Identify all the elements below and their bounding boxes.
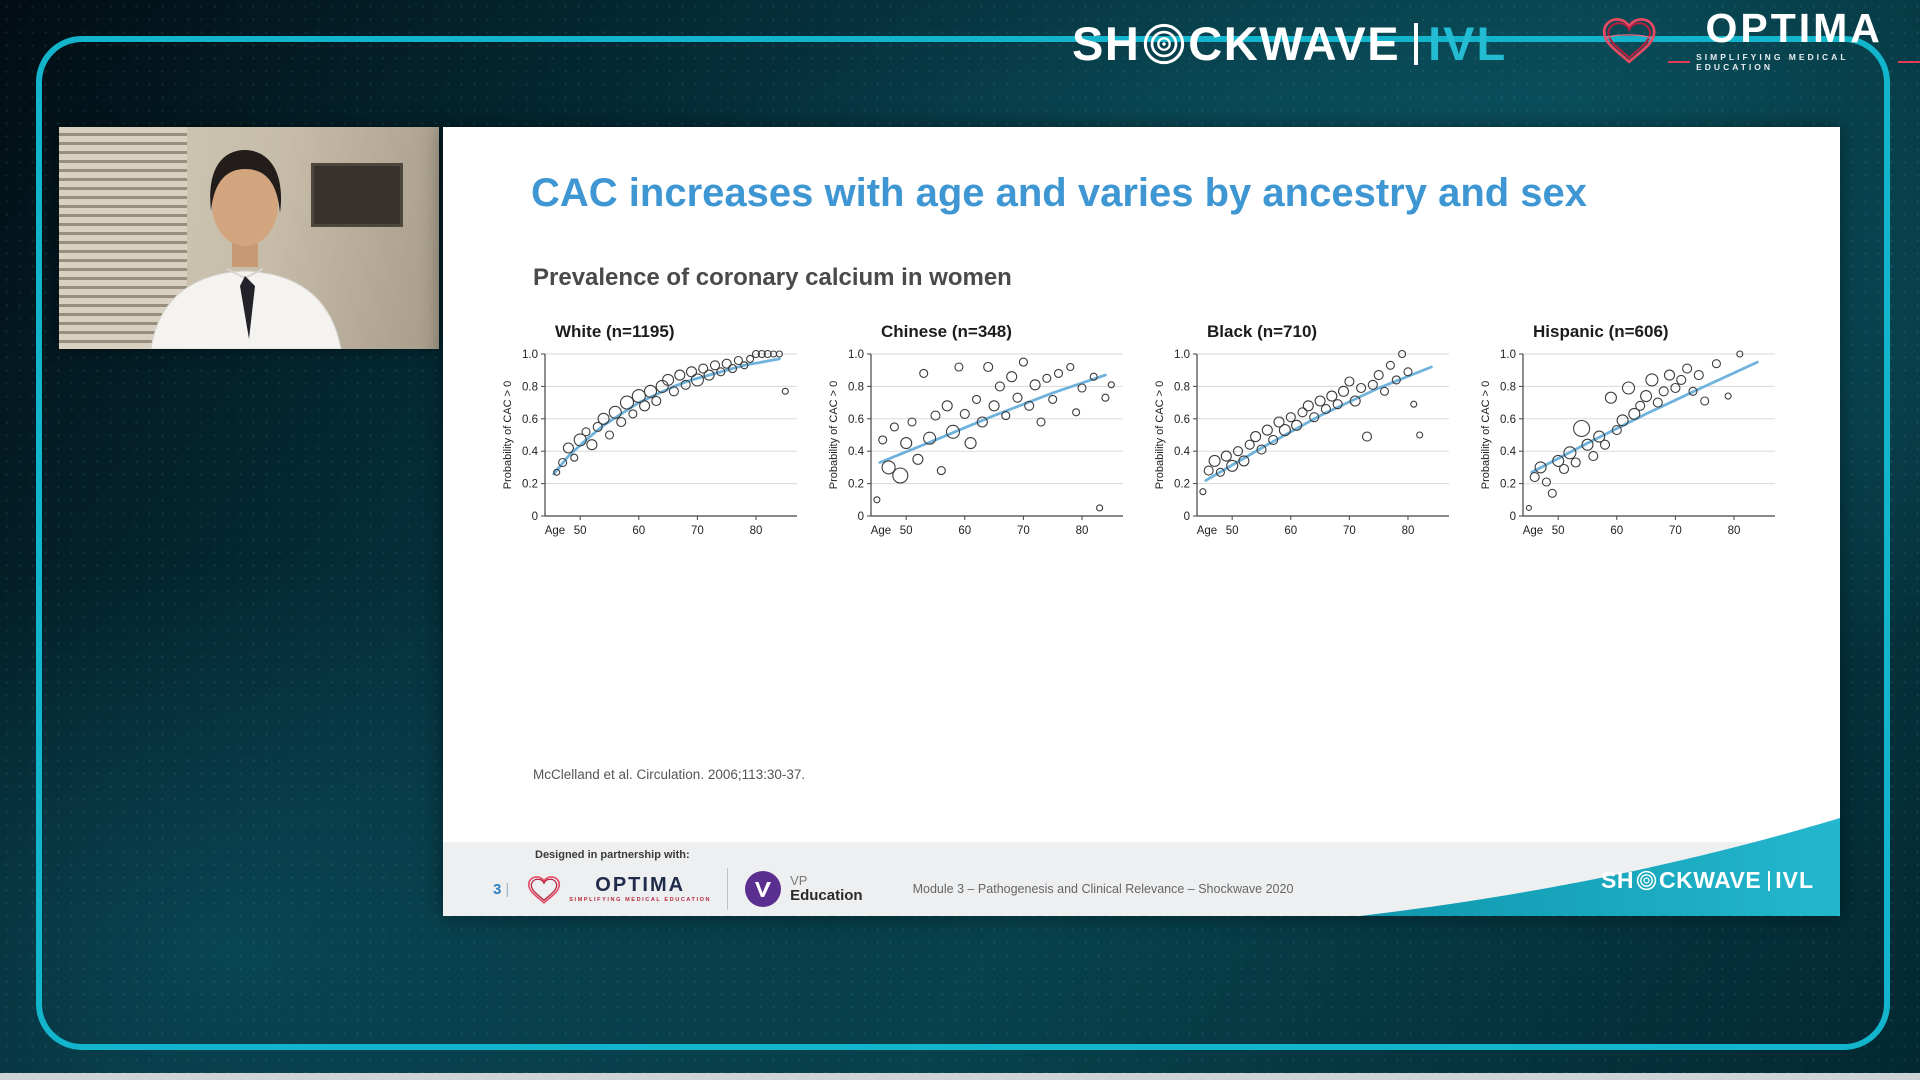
presenter-video[interactable] — [59, 127, 439, 349]
svg-text:70: 70 — [1669, 525, 1682, 537]
shockwave-wordmark-pre: SH — [1072, 17, 1141, 70]
shockwave-ivl-logo: SH CKWAVE IVL — [1072, 16, 1507, 71]
chart-black: Black (n=710) 0 0.2 0.4 0.6 0.8 1.0 50 60 70 80 Ag… — [1149, 322, 1467, 559]
svg-text:0.2: 0.2 — [1174, 479, 1190, 491]
svg-text:Probability of CAC > 0: Probability of CAC > 0 — [1480, 381, 1492, 490]
svg-text:0.8: 0.8 — [1500, 381, 1516, 393]
svg-text:50: 50 — [1552, 525, 1565, 537]
svg-text:1.0: 1.0 — [1500, 349, 1516, 361]
svg-text:Probability of CAC > 0: Probability of CAC > 0 — [828, 381, 840, 490]
chart-title-black: Black (n=710) — [1207, 322, 1318, 341]
tagline-dash-left — [1668, 61, 1691, 63]
optima-heart-icon — [1602, 18, 1656, 64]
svg-text:70: 70 — [1017, 525, 1030, 537]
svg-text:Age: Age — [1197, 525, 1217, 537]
chart-title-chinese: Chinese (n=348) — [881, 322, 1012, 341]
cac-chart-white: 0 0.2 0.4 0.6 0.8 1.0 50 60 70 80 Age Probability o… — [502, 349, 797, 537]
svg-text:80: 80 — [1728, 525, 1741, 537]
vp-label: VP — [790, 872, 808, 888]
svg-text:0.4: 0.4 — [848, 446, 865, 458]
svg-text:0.2: 0.2 — [848, 479, 864, 491]
chart-hispanic: Hispanic (n=606) 0 0.2 0.4 0.6 0.8 1.0 50 60 70 8… — [1475, 322, 1793, 559]
vp-education-logo: VP Education — [744, 870, 863, 908]
tagline-dash-right — [1898, 61, 1920, 63]
logo-separator — [727, 868, 729, 910]
footer-logo-row: 3 | OPTIMA SIMPLIFYING MEDICAL EDUCATION — [493, 868, 1293, 910]
vp-education-label: Education — [790, 886, 863, 904]
svg-text:0: 0 — [1184, 511, 1190, 523]
svg-text:0.8: 0.8 — [1174, 381, 1190, 393]
svg-text:80: 80 — [1402, 525, 1415, 537]
svg-text:70: 70 — [1343, 525, 1356, 537]
svg-text:Probability of CAC > 0: Probability of CAC > 0 — [502, 381, 514, 490]
optima-footer-wordmark: OPTIMA — [595, 874, 686, 896]
svg-text:0.6: 0.6 — [848, 414, 864, 426]
svg-text:0: 0 — [858, 511, 864, 523]
svg-text:0.4: 0.4 — [1174, 446, 1191, 458]
module-label: Module 3 – Pathogenesis and Clinical Rel… — [912, 882, 1294, 896]
vp-circle-icon — [745, 871, 782, 907]
slide-page-number: 3 | — [493, 880, 510, 898]
svg-text:50: 50 — [574, 525, 587, 537]
svg-text:50: 50 — [1226, 525, 1239, 537]
ivl-wordmark: IVL — [1428, 17, 1508, 70]
svg-text:0: 0 — [1510, 511, 1516, 523]
chart-chinese: Chinese (n=348) 0 0.2 0.4 0.6 0.8 1.0 50 60 70 80… — [823, 322, 1141, 559]
svg-text:1.0: 1.0 — [1174, 349, 1190, 361]
svg-text:0.8: 0.8 — [848, 381, 864, 393]
logo-divider — [1414, 22, 1419, 65]
partnership-label: Designed in partnership with: — [535, 849, 690, 861]
svg-text:0: 0 — [532, 511, 538, 523]
cac-chart-chinese: 0 0.2 0.4 0.6 0.8 1.0 50 60 70 80 Age Probability o… — [828, 349, 1123, 537]
presenter-silhouette — [150, 150, 342, 349]
slide-footer: Designed in partnership with: 3 | OPTIMA … — [443, 842, 1840, 916]
shockwave-target-icon — [1144, 23, 1185, 64]
slide-subtitle: Prevalence of coronary calcium in women — [533, 264, 1012, 291]
slide-title: CAC increases with age and varies by anc… — [531, 171, 1588, 215]
svg-text:50: 50 — [900, 525, 913, 537]
citation: McClelland et al. Circulation. 2006;113:… — [533, 767, 806, 782]
optima-footer-logo: OPTIMA SIMPLIFYING MEDICAL EDUCATION — [525, 873, 711, 906]
charts-row: White (n=1195) 0 0.2 0.4 0.6 0.8 1.0 50 60 70 80 A… — [497, 322, 1840, 559]
svg-text:60: 60 — [1610, 525, 1623, 537]
chart-title-white: White (n=1195) — [555, 322, 675, 341]
svg-text:80: 80 — [750, 525, 763, 537]
optima-tagline: SIMPLIFYING MEDICAL EDUCATION — [1696, 52, 1849, 72]
svg-text:0.6: 0.6 — [522, 414, 538, 426]
svg-text:0.6: 0.6 — [1174, 414, 1190, 426]
svg-text:0.4: 0.4 — [1500, 446, 1517, 458]
svg-text:Probability of CAC > 0: Probability of CAC > 0 — [1154, 381, 1166, 490]
svg-text:Age: Age — [1523, 525, 1543, 537]
svg-text:80: 80 — [1076, 525, 1089, 537]
slide: CAC increases with age and varies by anc… — [443, 127, 1840, 916]
svg-text:0.2: 0.2 — [522, 479, 538, 491]
video-progress-bar[interactable] — [0, 1073, 1920, 1080]
svg-text:0.6: 0.6 — [1500, 414, 1516, 426]
svg-text:0.4: 0.4 — [522, 446, 539, 458]
svg-text:0.2: 0.2 — [1500, 479, 1516, 491]
svg-text:Age: Age — [545, 525, 565, 537]
optima-heart-icon-small — [528, 875, 561, 904]
chart-title-hispanic: Hispanic (n=606) — [1533, 322, 1669, 341]
svg-text:1.0: 1.0 — [848, 349, 864, 361]
optima-logo: OPTIMA SIMPLIFYING MEDICAL EDUCATION — [1598, 8, 1920, 72]
svg-text:0.8: 0.8 — [522, 381, 538, 393]
svg-text:60: 60 — [632, 525, 645, 537]
chart-white: White (n=1195) 0 0.2 0.4 0.6 0.8 1.0 50 60 70 80 A… — [497, 322, 815, 559]
optima-wordmark: OPTIMA — [1705, 5, 1883, 51]
svg-text:70: 70 — [691, 525, 704, 537]
optima-footer-tagline: SIMPLIFYING MEDICAL EDUCATION — [569, 897, 712, 903]
svg-text:60: 60 — [1284, 525, 1297, 537]
svg-text:Age: Age — [871, 525, 891, 537]
cac-chart-black: 0 0.2 0.4 0.6 0.8 1.0 50 60 70 80 Age Probability o… — [1154, 349, 1449, 537]
svg-text:1.0: 1.0 — [522, 349, 538, 361]
frame-border — [36, 36, 1890, 1050]
picture-frame — [311, 163, 403, 227]
svg-text:60: 60 — [958, 525, 971, 537]
cac-chart-hispanic: 0 0.2 0.4 0.6 0.8 1.0 50 60 70 80 Age Probability o… — [1480, 349, 1775, 537]
shockwave-wordmark-post: CKWAVE — [1188, 17, 1401, 70]
